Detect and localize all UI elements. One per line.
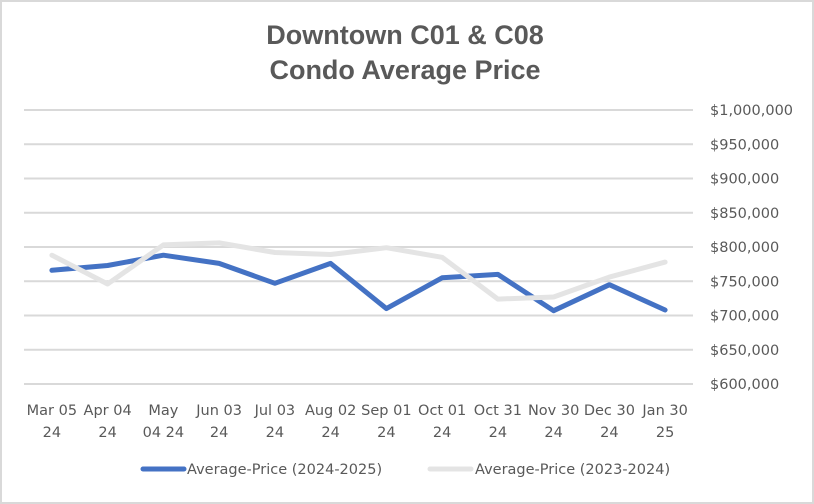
chart-title-line-2: Condo Average Price [269, 55, 540, 85]
x-tick-label: Oct 31 24 [474, 403, 522, 441]
y-tick-label: $950,000 [710, 137, 779, 153]
x-tick-label: Jun 03 24 [195, 403, 242, 441]
chart-title-line-1: Downtown C01 & C08 [266, 20, 544, 50]
y-tick-label: $800,000 [710, 240, 779, 256]
x-tick-label: Mar 05 24 [27, 403, 77, 441]
x-tick-label: Nov 30 24 [528, 403, 579, 441]
x-tick-label: Apr 04 24 [84, 403, 132, 441]
legend: Average-Price (2024-2025) Average-Price … [140, 462, 670, 478]
series-line-2023-2024[interactable] [49, 240, 668, 302]
x-tick-label: May 04 24 [143, 403, 185, 441]
y-tick-label: $700,000 [710, 309, 779, 325]
legend-item-2024-2025[interactable]: Average-Price (2024-2025) [140, 462, 382, 478]
y-tick-label: $750,000 [710, 274, 779, 290]
x-tick-label: Sep 01 24 [361, 403, 411, 441]
series-line-2024-2025[interactable] [49, 252, 668, 314]
y-tick-label: $650,000 [710, 343, 779, 359]
legend-label-2023-2024: Average-Price (2023-2024) [475, 462, 670, 478]
y-tick-label: $850,000 [710, 206, 779, 222]
x-tick-label: Jul 03 24 [254, 403, 296, 441]
chart-title: Downtown C01 & C08 Condo Average Price [266, 20, 544, 85]
y-axis-ticks: $1,000,000 $950,000 $900,000 $850,000 $800,0… [710, 103, 793, 393]
y-tick-label: $900,000 [710, 172, 779, 188]
x-tick-label: Dec 30 24 [584, 403, 635, 441]
series-lines [49, 240, 668, 314]
x-tick-label: Oct 01 24 [418, 403, 466, 441]
legend-label-2024-2025: Average-Price (2024-2025) [187, 462, 382, 478]
x-tick-label: Aug 02 24 [305, 403, 356, 441]
gridlines [24, 109, 693, 385]
y-tick-label: $1,000,000 [710, 103, 793, 119]
x-tick-label: Jan 30 25 [641, 403, 687, 441]
y-tick-label: $600,000 [710, 377, 779, 393]
legend-item-2023-2024[interactable]: Average-Price (2023-2024) [427, 462, 670, 478]
